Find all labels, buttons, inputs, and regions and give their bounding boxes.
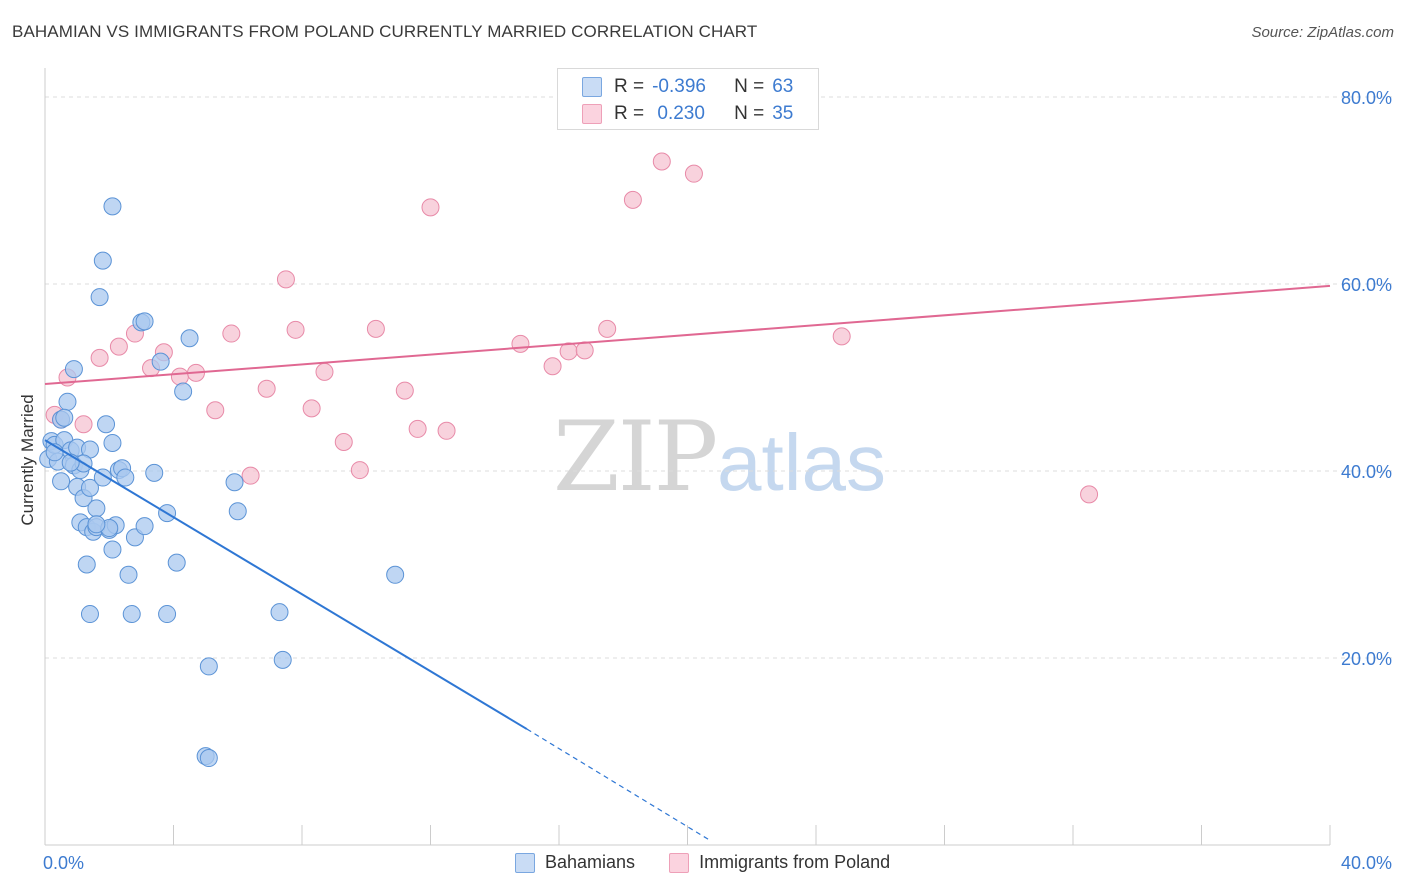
data-point-bahamians [93,251,112,270]
legend-swatch-bahamians [582,77,602,97]
data-point-poland [1080,485,1099,504]
data-point-poland [206,401,225,420]
legend-row-poland: R = 0.230 N = 35 [582,102,793,126]
data-point-bahamians [58,392,77,411]
legend-label: Bahamians [545,852,636,872]
data-point-bahamians [77,555,96,574]
data-point-bahamians [90,288,109,307]
data-point-bahamians [145,463,164,482]
data-point-poland [90,348,109,367]
n-label: N = [734,76,765,97]
data-point-bahamians [199,749,218,768]
data-point-poland [241,466,260,485]
data-point-bahamians [87,499,106,518]
data-point-poland [421,198,440,217]
series-legend: Bahamians Immigrants from Poland [515,852,924,873]
data-point-bahamians [386,565,405,584]
legend-swatch-bahamians [515,852,535,873]
legend-swatch-poland [669,852,690,873]
data-point-bahamians [151,352,170,371]
legend-label: Immigrants from Poland [699,852,891,872]
legend-item-poland: Immigrants from Poland [669,852,890,873]
r-value: -0.396 [652,76,706,97]
data-point-poland [315,362,334,381]
data-point-bahamians [52,472,71,491]
data-point-bahamians [167,553,186,572]
n-value: 35 [772,103,794,124]
trend-line-poland [44,284,1331,386]
data-point-poland [623,190,642,209]
data-point-poland [257,379,276,398]
data-point-bahamians [228,502,247,521]
data-point-poland [366,319,385,338]
data-point-bahamians [103,197,122,216]
data-point-bahamians [122,605,141,624]
r-label: R = [614,103,645,124]
data-point-bahamians [135,517,154,536]
data-point-poland [334,433,353,452]
watermark-zip: ZIP [553,401,716,513]
data-point-bahamians [64,360,83,379]
chart-title: BAHAMIAN VS IMMIGRANTS FROM POLAND CURRE… [12,22,758,41]
data-point-bahamians [97,415,116,434]
data-point-bahamians [103,540,122,559]
data-point-bahamians [199,657,218,676]
data-point-poland [575,341,594,360]
watermark-atlas: atlas [717,418,886,507]
data-point-poland [222,324,241,343]
legend-row-bahamians: R = -0.396 N = 63 [582,75,793,99]
legend-swatch-poland [582,104,602,124]
data-point-poland [74,415,93,434]
r-value: 0.230 [652,103,705,124]
r-label: R = [614,76,645,97]
x-tick-label: 0.0% [43,853,84,873]
data-point-bahamians [119,565,138,584]
data-point-poland [408,419,427,438]
data-point-poland [598,319,617,338]
data-point-bahamians [80,605,99,624]
legend-item-bahamians: Bahamians [515,852,635,873]
correlation-legend: R = -0.396 N = 63 R = 0.230 N = 35 [557,68,819,130]
data-point-bahamians [270,603,289,622]
data-point-bahamians [80,478,99,497]
n-label: N = [734,103,765,124]
data-point-bahamians [135,312,154,331]
data-point-bahamians [158,605,177,624]
y-axis-label: Currently Married [18,394,37,526]
data-point-bahamians [116,468,135,487]
n-value: 63 [772,76,794,97]
trend-line-bahamians [44,439,528,730]
y-tick-label: 80.0% [1341,88,1392,108]
data-point-poland [395,381,414,400]
data-point-poland [437,421,456,440]
data-point-poland [109,337,128,356]
y-tick-label: 40.0% [1341,462,1392,482]
data-point-poland [511,334,530,353]
data-point-bahamians [103,433,122,452]
data-point-bahamians [174,382,193,401]
data-point-poland [543,357,562,376]
data-point-poland [350,461,369,480]
data-point-bahamians [180,329,199,348]
trend-line-bahamians-extension [526,728,711,841]
data-point-bahamians [87,515,106,534]
y-tick-label: 20.0% [1341,649,1392,669]
data-point-poland [170,367,189,386]
data-point-poland [286,320,305,339]
y-tick-label: 60.0% [1341,275,1392,295]
data-point-poland [684,164,703,183]
data-point-poland [652,152,671,171]
source-credit: Source: ZipAtlas.com [1251,24,1394,41]
data-point-poland [276,270,295,289]
data-point-bahamians [273,650,292,669]
data-point-bahamians [225,473,244,492]
data-point-bahamians [55,408,74,427]
data-point-poland [832,327,851,346]
x-tick-label: 40.0% [1341,853,1392,873]
data-point-poland [302,399,321,418]
